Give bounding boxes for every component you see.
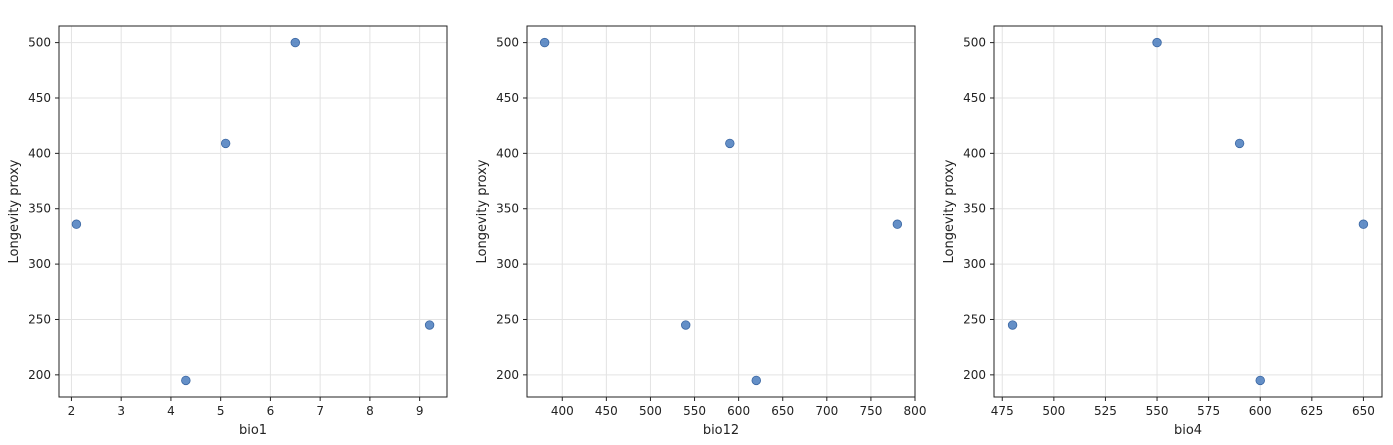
y-tick-label: 300 [963,257,986,271]
x-tick-label: 500 [639,404,662,418]
plot-frame [526,25,916,398]
y-tick-label: 400 [963,146,986,160]
subplot-2: 400 450 500 550 600 650 700 750 800 200 250 300 350 4… [475,25,927,438]
x-tick-label: 600 [727,404,750,418]
y-tick-label: 350 [963,202,986,216]
y-tick-label: 500 [963,36,986,50]
x-tick-label: 450 [595,404,618,418]
y-tick-label: 200 [496,368,519,382]
x-tick-label: 9 [416,404,424,418]
x-tick-label: 7 [316,404,324,418]
subplot-3: 475 500 525 550 575 600 625 650 200 250 300 350 400 4… [942,25,1383,438]
x-tick-label: 800 [904,404,927,418]
x-tick-label: 575 [1197,404,1220,418]
plot-frame [993,25,1383,398]
x-tick-label: 6 [267,404,275,418]
x-tick-label: 650 [1352,404,1375,418]
x-tick-label: 550 [1146,404,1169,418]
x-tick-label: 4 [167,404,175,418]
x-tick-label: 8 [366,404,374,418]
y-tick-label: 500 [496,36,519,50]
y-tick-label: 200 [28,368,51,382]
y-tick-label: 400 [28,146,51,160]
data-point [539,37,550,48]
y-tick-label: 300 [496,257,519,271]
x-tick-label: 700 [815,404,838,418]
x-tick-label: 625 [1300,404,1323,418]
y-axis-label: Longevity proxy [475,159,490,263]
data-point [290,37,300,48]
data-point [1255,375,1265,386]
data-point [1234,138,1245,149]
x-tick-label: 5 [217,404,225,418]
x-axis-label: bio12 [703,423,739,438]
data-point [681,320,691,330]
x-axis-label: bio1 [239,423,267,438]
data-point [751,375,761,386]
y-tick-label: 250 [28,312,51,326]
x-tick-label: 750 [859,404,882,418]
y-axis-label: Longevity proxy [942,159,957,263]
x-tick-label: 3 [117,404,125,418]
subplot-1: 2 3 4 5 6 7 8 9 200 250 300 350 400 450 500 bio1 Longevi… [7,25,448,438]
y-tick-label: 450 [496,91,519,105]
y-tick-label: 250 [963,312,986,326]
y-tick-label: 450 [963,91,986,105]
y-tick-label: 250 [496,312,519,326]
y-tick-label: 200 [963,368,986,382]
y-tick-label: 300 [28,257,51,271]
x-tick-label: 550 [683,404,706,418]
y-tick-label: 450 [28,91,51,105]
data-point [424,320,435,330]
x-tick-label: 600 [1249,404,1272,418]
data-point [1007,320,1018,330]
y-tick-label: 350 [496,202,519,216]
y-axis-label: Longevity proxy [7,159,22,263]
data-point [725,138,735,149]
x-axis-label: bio4 [1174,423,1202,438]
data-point [181,375,191,386]
x-tick-label: 500 [1042,404,1065,418]
data-point [220,138,231,149]
data-point [892,219,903,229]
x-tick-label: 650 [771,404,794,418]
x-tick-label: 2 [68,404,76,418]
y-tick-label: 500 [28,36,51,50]
y-tick-label: 350 [28,202,51,216]
x-tick-label: 475 [991,404,1014,418]
y-tick-label: 400 [496,146,519,160]
plot-frame [58,25,448,398]
data-point [71,219,82,229]
x-tick-label: 525 [1094,404,1117,418]
x-tick-label: 400 [551,404,574,418]
data-point [1152,37,1162,48]
data-point [1358,219,1369,229]
